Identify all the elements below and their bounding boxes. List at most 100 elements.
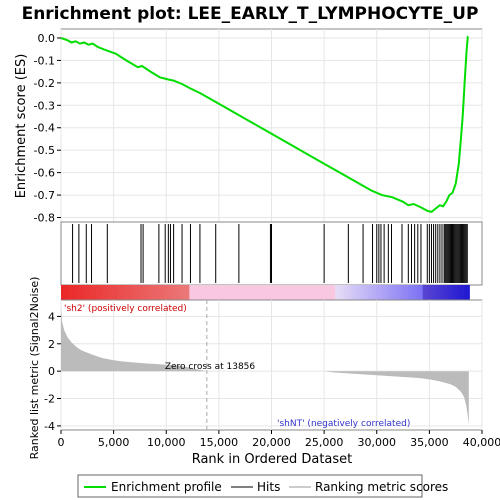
ranking-metric-area <box>61 306 469 425</box>
rank-color-segment <box>288 285 292 300</box>
rank-color-segment <box>268 285 272 300</box>
enrichment-profile-line <box>60 35 469 213</box>
rank-color-segment <box>271 285 275 300</box>
rank-color-segment <box>72 285 77 300</box>
rank-color-segment <box>416 285 421 300</box>
rank-color-segment <box>148 285 152 300</box>
es-tick-label: -0.7 <box>34 189 55 202</box>
rank-color-segment <box>454 285 459 300</box>
es-y-axis-label: Enrichment score (ES) <box>14 54 29 199</box>
rank-color-segment <box>448 285 453 300</box>
rank-color-segment <box>69 285 74 300</box>
rank-color-segment <box>349 285 354 300</box>
rank-color-segment <box>206 285 211 300</box>
rank-color-segment <box>431 285 435 300</box>
rank-color-segment <box>422 285 427 300</box>
rank-color-segment <box>125 285 129 300</box>
rank-color-segment <box>107 285 112 300</box>
rank-color-segment <box>131 285 135 300</box>
metric-tick-label: 4 <box>48 310 55 323</box>
rank-color-segment <box>66 285 71 300</box>
rank-color-segment <box>171 285 176 300</box>
rank-color-segment <box>168 285 173 300</box>
positive-correlation-label: 'sh2' (positively correlated) <box>64 304 187 314</box>
rank-color-segment <box>343 285 348 300</box>
rank-color-segment <box>186 285 190 300</box>
rank-color-segment <box>411 285 415 300</box>
rank-color-segment <box>300 285 304 300</box>
rank-color-segment <box>434 285 438 300</box>
rank-color-segment <box>157 285 161 300</box>
es-tick-label: -0.1 <box>34 54 55 67</box>
rank-color-segment <box>367 285 371 300</box>
rank-color-segment <box>460 285 465 300</box>
rank-color-segment <box>370 285 374 300</box>
rank-color-segment <box>320 285 325 300</box>
metric-tick-label: -4 <box>44 420 55 433</box>
rank-color-segment <box>90 285 94 300</box>
rank-color-segment <box>201 285 205 300</box>
legend-hits-label: Hits <box>257 480 280 494</box>
rank-color-bar <box>61 285 470 300</box>
rank-color-segment <box>387 285 392 300</box>
x-axis-label: Rank in Ordered Dataset <box>192 452 353 467</box>
es-tick-label: -0.2 <box>34 77 55 90</box>
rank-color-segment <box>98 285 103 300</box>
es-tick-label: -0.8 <box>34 212 55 225</box>
rank-color-segment <box>443 285 447 300</box>
rank-color-segment <box>81 285 85 300</box>
rank-color-segment <box>399 285 403 300</box>
rank-color-segment <box>113 285 117 300</box>
rank-color-segment <box>96 285 100 300</box>
rank-color-segment <box>133 285 138 300</box>
rank-color-segment <box>122 285 126 300</box>
rank-color-segment <box>425 285 430 300</box>
legend-enrichment-label: Enrichment profile <box>111 480 222 494</box>
rank-color-segment <box>451 285 456 300</box>
rank-color-segment <box>306 285 310 300</box>
es-tick-label: -0.6 <box>34 167 55 180</box>
rank-color-segment <box>212 285 217 300</box>
rank-color-segment <box>61 285 65 300</box>
rank-color-segment <box>291 285 295 300</box>
rank-color-segment <box>87 285 91 300</box>
rank-color-segment <box>174 285 179 300</box>
metric-tick-label: -2 <box>44 393 55 406</box>
rank-color-segment <box>376 285 380 300</box>
zero-cross-label: Zero cross at 13856 <box>165 362 256 372</box>
rank-color-segment <box>314 285 319 300</box>
rank-color-segment <box>346 285 351 300</box>
rank-color-segment <box>180 285 185 300</box>
rank-color-segment <box>440 285 444 300</box>
rank-color-segment <box>323 285 327 300</box>
rank-color-segment <box>390 285 395 300</box>
negative-correlation-label: 'shNT' (negatively correlated) <box>277 419 410 429</box>
rank-color-segment <box>84 285 88 300</box>
x-tick-label: 20,000 <box>252 436 291 449</box>
rank-color-segment <box>209 285 214 300</box>
metric-tick-label: 2 <box>48 338 55 351</box>
rank-color-segment <box>285 285 290 300</box>
rank-color-segment <box>203 285 208 300</box>
rank-color-segment <box>189 285 193 300</box>
rank-color-segment <box>311 285 316 300</box>
rank-color-segment <box>253 285 257 300</box>
rank-color-segment <box>198 285 202 300</box>
rank-color-segment <box>303 285 307 300</box>
rank-color-segment <box>145 285 150 300</box>
rank-color-segment <box>341 285 345 300</box>
x-tick-label: 15,000 <box>200 436 239 449</box>
rank-color-segment <box>419 285 424 300</box>
rank-color-segment <box>329 285 333 300</box>
es-tick-label: 0.0 <box>38 32 56 45</box>
rank-color-segment <box>136 285 141 300</box>
rank-color-segment <box>63 285 68 300</box>
rank-color-segment <box>195 285 199 300</box>
rank-color-segment <box>384 285 389 300</box>
rank-color-segment <box>352 285 357 300</box>
metric-tick-label: 0 <box>48 365 55 378</box>
rank-color-segment <box>104 285 109 300</box>
rank-color-segment <box>183 285 187 300</box>
rank-color-segment <box>139 285 144 300</box>
